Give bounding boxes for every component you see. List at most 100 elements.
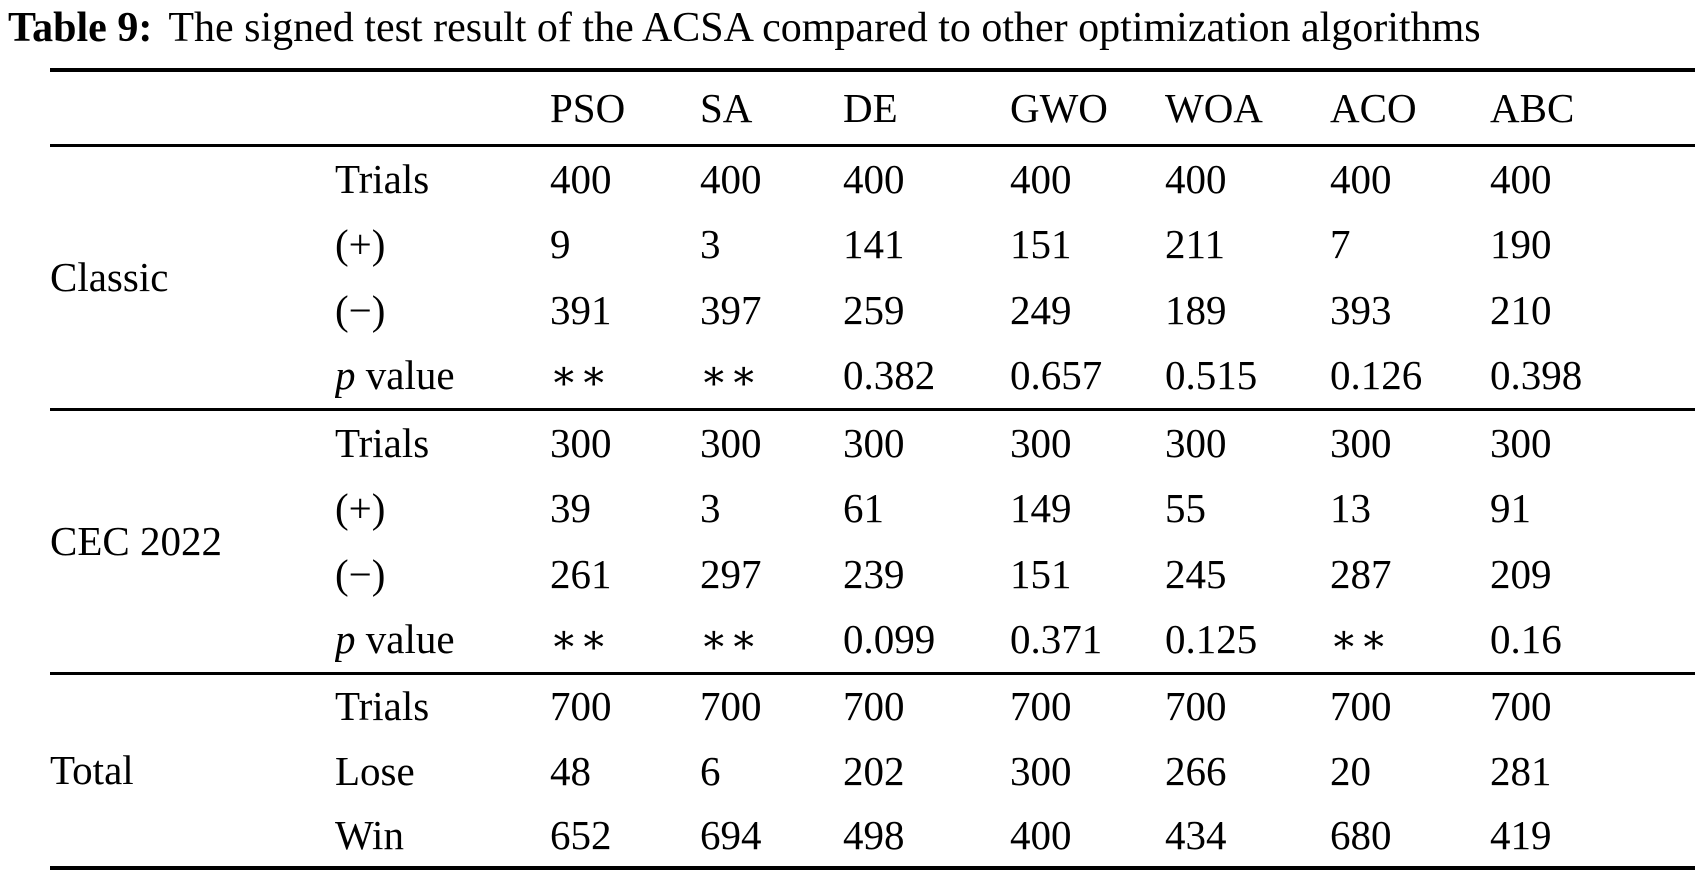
value-cell: 190 [1490, 221, 1552, 267]
column-header-gwo: GWO [1010, 84, 1108, 131]
value-cell: 700 [1330, 683, 1392, 730]
value-cell: 151 [1010, 551, 1072, 597]
value-cell: 281 [1490, 747, 1552, 794]
table-row: (+) 9 3 141 151 211 7 190 [50, 211, 1695, 277]
table-caption-text: The signed test result of the ACSA compa… [168, 5, 1481, 51]
column-header-sa: SA [700, 84, 753, 131]
value-cell: 391 [550, 287, 612, 333]
table-caption-label: Table 9: [8, 5, 153, 51]
value-cell: 400 [843, 155, 905, 202]
table-row: CEC 2022 Trials 300 300 300 300 300 300 300 [50, 409, 1695, 564]
value-cell: 0.16 [1490, 616, 1562, 663]
section-classic: Classic Trials 400 400 400 400 400 400 400 (+) 9 3 1… [50, 145, 1695, 409]
value-cell: 393 [1330, 287, 1392, 333]
value-cell: 652 [550, 811, 612, 858]
table-row: Classic Trials 400 400 400 400 400 400 400 [50, 145, 1695, 300]
group-label: Total [50, 747, 134, 794]
value-cell: 239 [843, 551, 905, 597]
group-label: Classic [50, 254, 169, 300]
value-cell: 700 [1490, 683, 1552, 730]
table-row: (−) 261 297 239 151 245 287 209 [50, 541, 1695, 607]
value-cell: 202 [843, 747, 905, 794]
value-cell: 55 [1165, 485, 1206, 531]
value-cell: 149 [1010, 485, 1072, 531]
value-cell: 261 [550, 551, 612, 597]
header-spacer-metric [335, 70, 550, 145]
value-cell: 20 [1330, 747, 1371, 794]
value-cell: ∗∗ [700, 616, 760, 663]
metric-label: Win [335, 811, 404, 858]
value-cell: 400 [700, 155, 762, 202]
section-total: Total Trials 700 700 700 700 700 700 700 Lose 48 6 2… [50, 673, 1695, 868]
metric-label: Lose [335, 747, 415, 794]
value-cell: 300 [1010, 419, 1072, 466]
value-cell: 210 [1490, 287, 1552, 333]
value-cell: 400 [550, 155, 612, 202]
value-cell: 680 [1330, 811, 1392, 858]
value-cell: 297 [700, 551, 762, 597]
value-cell: 48 [550, 747, 591, 794]
column-header-aco: ACO [1330, 84, 1417, 131]
value-cell: 0.382 [843, 352, 936, 399]
value-cell: 400 [1165, 155, 1227, 202]
value-cell: 300 [1330, 419, 1392, 466]
value-cell: 209 [1490, 551, 1552, 597]
section-cec-2022: CEC 2022 Trials 300 300 300 300 300 300 300 (+) 39… [50, 409, 1695, 673]
value-cell: 397 [700, 287, 762, 333]
value-cell: 300 [1010, 747, 1072, 794]
value-cell: 245 [1165, 551, 1227, 597]
value-cell: ∗∗ [550, 352, 610, 399]
value-cell: 7 [1330, 221, 1351, 267]
value-cell: 266 [1165, 747, 1227, 794]
value-cell: 400 [1010, 811, 1072, 858]
value-cell: 189 [1165, 287, 1227, 333]
value-cell: 141 [843, 221, 905, 267]
value-cell: 400 [1330, 155, 1392, 202]
table-row: p value ∗∗ ∗∗ 0.099 0.371 0.125 ∗∗ 0.16 [50, 607, 1695, 673]
value-cell: 300 [1490, 419, 1552, 466]
header-spacer-group [50, 70, 335, 145]
value-cell: 700 [700, 683, 762, 730]
value-cell: 151 [1010, 221, 1072, 267]
value-cell: 700 [1165, 683, 1227, 730]
value-cell: 400 [1490, 155, 1552, 202]
table-row: Win 652 694 498 400 434 680 419 [50, 803, 1695, 868]
metric-label: Trials [335, 155, 430, 202]
value-cell: 91 [1490, 485, 1531, 531]
value-cell: 9 [550, 221, 571, 267]
value-cell: ∗∗ [1330, 616, 1390, 663]
value-cell: ∗∗ [700, 352, 760, 399]
value-cell: 0.125 [1165, 616, 1258, 663]
column-header-woa: WOA [1165, 84, 1263, 131]
value-cell: 419 [1490, 811, 1552, 858]
value-cell: 0.099 [843, 616, 936, 663]
column-header-de: DE [843, 84, 898, 131]
value-cell: 300 [550, 419, 612, 466]
value-cell: 3 [700, 485, 721, 531]
value-cell: 498 [843, 811, 905, 858]
metric-label: (+) [335, 485, 386, 531]
value-cell: 700 [550, 683, 612, 730]
value-cell: 13 [1330, 485, 1371, 531]
value-cell: 0.371 [1010, 616, 1103, 663]
group-label: CEC 2022 [50, 518, 222, 564]
value-cell: 287 [1330, 551, 1392, 597]
metric-label: (+) [335, 221, 386, 267]
value-cell: 434 [1165, 811, 1227, 858]
value-cell: 3 [700, 221, 721, 267]
value-cell: 0.398 [1490, 352, 1583, 399]
table-row: Total Trials 700 700 700 700 700 700 700 [50, 673, 1695, 793]
signed-test-results-table: PSO SA DE GWO WOA ACO ABC Classic Trials 4… [50, 68, 1695, 870]
table-row: p value ∗∗ ∗∗ 0.382 0.657 0.515 0.126 0.398 [50, 343, 1695, 409]
value-cell: 259 [843, 287, 905, 333]
metric-label: Trials [335, 683, 430, 730]
value-cell: 0.126 [1330, 352, 1423, 399]
metric-label: p value [335, 616, 455, 663]
metric-label: (−) [335, 287, 386, 333]
column-header-abc: ABC [1490, 84, 1575, 131]
table-row: (+) 39 3 61 149 55 13 91 [50, 475, 1695, 541]
table-row: (−) 391 397 259 249 189 393 210 [50, 277, 1695, 343]
value-cell: 61 [843, 485, 884, 531]
metric-label: p value [335, 352, 455, 399]
